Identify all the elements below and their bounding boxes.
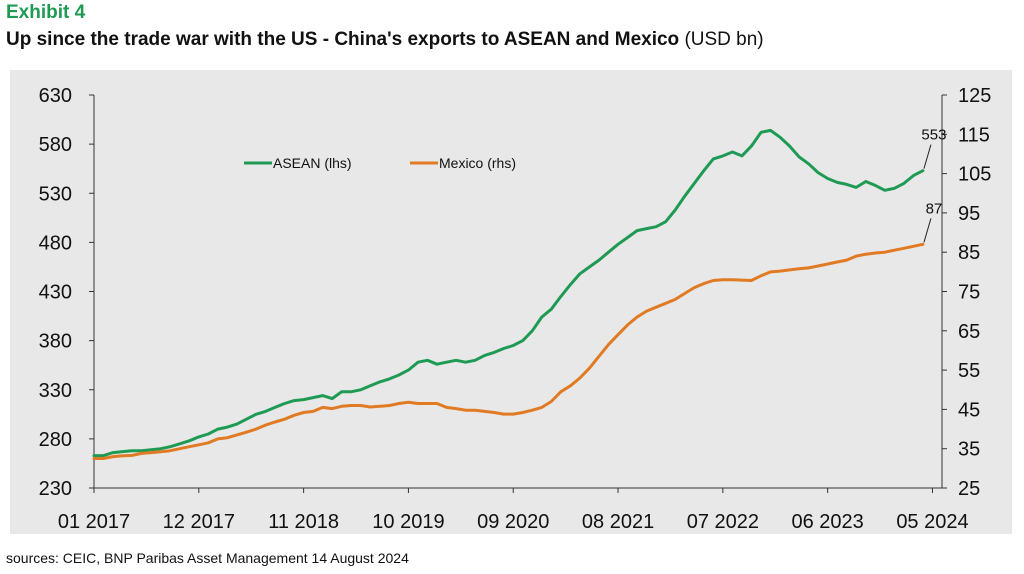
legend-asean-label: ASEAN (lhs) <box>273 155 352 171</box>
y-left-tick-label: 630 <box>39 85 72 107</box>
annotation-leader-line <box>923 218 932 243</box>
y-right-tick-label: 95 <box>958 203 980 225</box>
x-tick-label: 01 2017 <box>58 511 130 533</box>
x-tick-label: 09 2020 <box>477 511 549 533</box>
y-left-tick-label: 380 <box>39 331 72 353</box>
y-right-tick-label: 105 <box>958 164 991 186</box>
x-tick-label: 06 2023 <box>792 511 864 533</box>
annotation-leader-line <box>923 144 932 169</box>
legend-mexico-label: Mexico (rhs) <box>439 155 516 171</box>
mexico-series-line <box>92 242 925 460</box>
y-right-tick-label: 25 <box>958 478 980 500</box>
y-left-tick-label: 530 <box>39 183 72 205</box>
y-right-tick-label: 35 <box>958 439 980 461</box>
chart-title-main: Up since the trade war with the US - Chi… <box>6 29 680 50</box>
x-tick-label: 08 2021 <box>582 511 654 533</box>
y-right-tick-label: 85 <box>958 242 980 264</box>
x-tick-label: 11 2018 <box>268 511 339 533</box>
x-tick-label: 05 2024 <box>896 511 968 533</box>
x-tick-label: 12 2017 <box>163 511 235 533</box>
y-right-tick-label: 75 <box>958 282 980 304</box>
chart-panel <box>10 70 1012 534</box>
chart-title-unit: (USD bn) <box>684 29 764 50</box>
y-left-tick-label: 280 <box>39 429 72 451</box>
y-right-tick-label: 55 <box>958 360 980 382</box>
y-left-tick-label: 330 <box>39 380 72 402</box>
annotation-mexico-value: 87 <box>926 200 943 217</box>
y-right-tick-label: 45 <box>958 399 980 421</box>
y-left-tick-label: 430 <box>39 282 72 304</box>
y-left-tick-label: 580 <box>39 134 72 156</box>
x-tick-label: 07 2022 <box>687 511 759 533</box>
x-tick-label: 10 2019 <box>372 511 444 533</box>
y-right-tick-label: 65 <box>958 321 980 343</box>
y-left-tick-label: 230 <box>39 478 72 500</box>
annotation-asean-value: 553 <box>921 127 946 144</box>
y-left-tick-label: 480 <box>39 232 72 254</box>
y-right-tick-label: 115 <box>958 124 990 146</box>
exhibit-label: Exhibit 4 <box>6 2 86 23</box>
asean-series-line <box>92 128 925 458</box>
y-right-tick-label: 125 <box>958 85 991 107</box>
chart-title: Up since the trade war with the US - Chi… <box>6 29 764 51</box>
source-note: sources: CEIC, BNP Paribas Asset Managem… <box>6 550 409 566</box>
